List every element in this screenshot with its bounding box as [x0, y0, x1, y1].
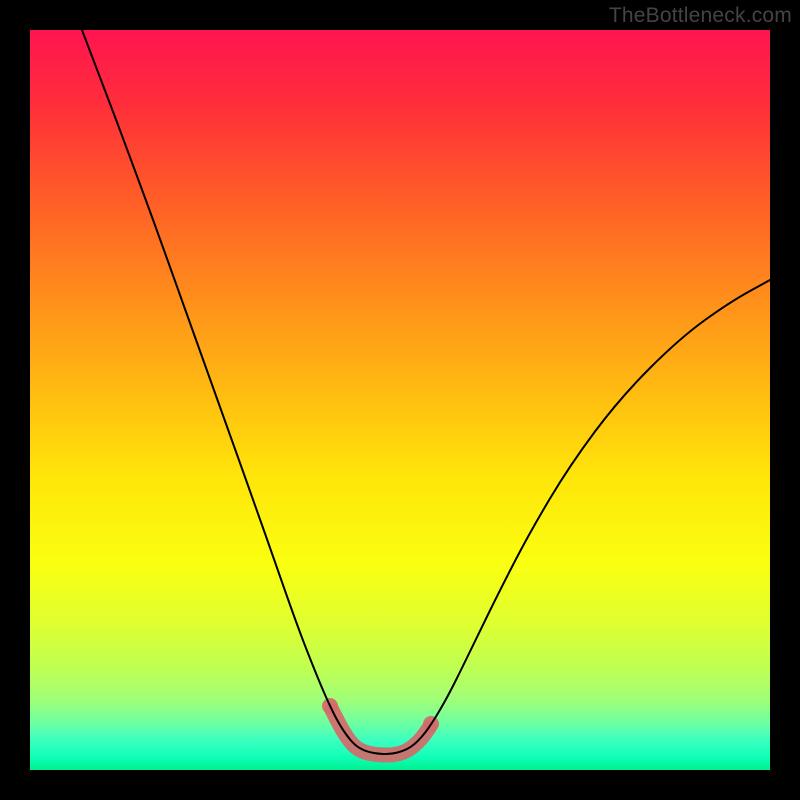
chart-container: TheBottleneck.com [0, 0, 800, 800]
gradient-background [30, 30, 770, 770]
watermark-text: TheBottleneck.com [609, 4, 792, 28]
plot-area [30, 30, 770, 770]
bottleneck-curve-chart [30, 30, 770, 770]
